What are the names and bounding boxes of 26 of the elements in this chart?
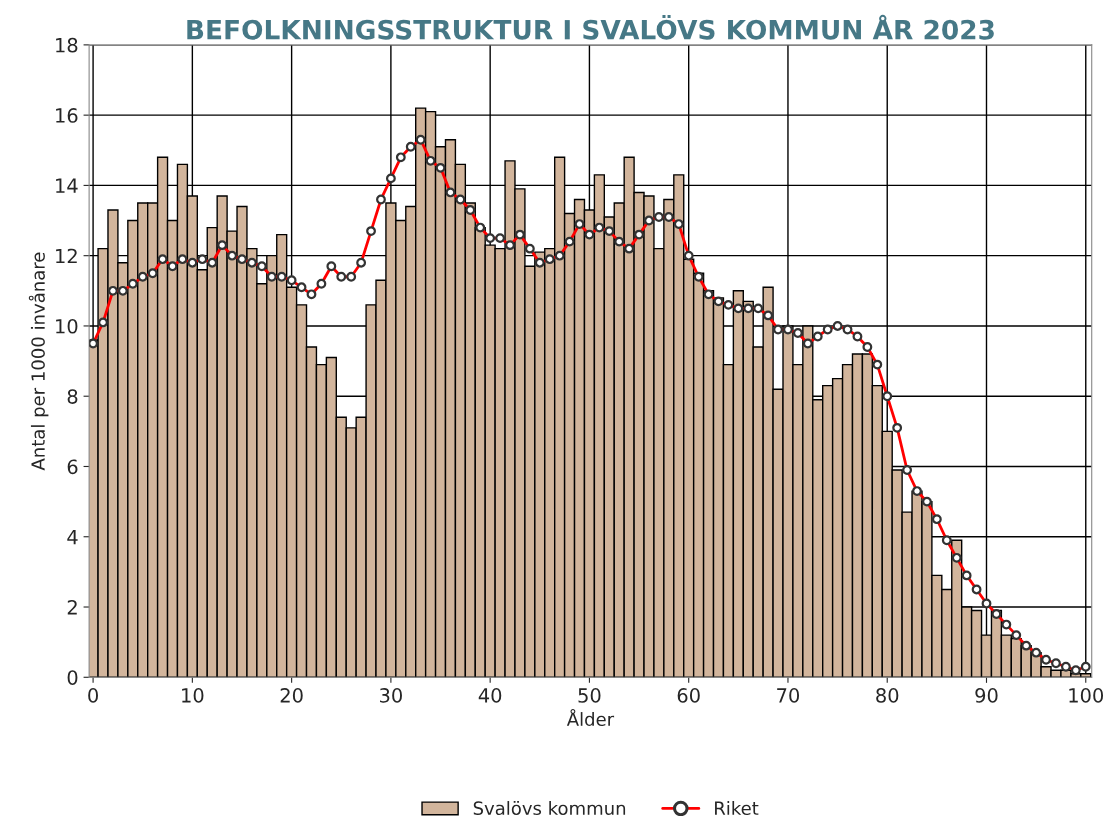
x-tick-label: 90	[975, 688, 998, 703]
y-tick-label: 10	[56, 318, 78, 334]
chart-title: BEFOLKNINGSSTRUKTUR I SVALÖVS KOMMUN ÅR 2023	[187, 14, 994, 40]
x-tick-label: 100	[1069, 688, 1104, 703]
x-tick-label: 20	[280, 688, 303, 703]
y-tick-label: 14	[56, 178, 78, 193]
y-tick-label: 12	[56, 248, 77, 264]
y-tick-label: 0	[67, 670, 78, 685]
x-tick-label: 70	[777, 688, 800, 703]
legend-label: Riket	[715, 801, 759, 816]
y-axis-title: Antal per 1000 invånare	[28, 252, 49, 471]
y-tick-label: 2	[67, 599, 77, 615]
y-tick-label: 4	[67, 529, 78, 545]
y-tick-label: 16	[56, 108, 78, 123]
y-tick-label: 6	[67, 459, 78, 475]
x-axis-title: Ålder	[566, 709, 615, 727]
x-tick-label: 30	[380, 688, 402, 703]
x-tick-label: 60	[677, 688, 700, 703]
y-tick-label: 18	[56, 37, 78, 53]
legend-label: Svalövs kommun	[473, 801, 626, 816]
x-tick-label: 50	[578, 688, 601, 703]
x-tick-label: 40	[478, 688, 502, 703]
x-tick-label: 80	[876, 688, 899, 703]
x-tick-label: 10	[182, 688, 204, 703]
x-tick-label: 0	[88, 688, 98, 703]
y-tick-label: 8	[67, 389, 78, 404]
